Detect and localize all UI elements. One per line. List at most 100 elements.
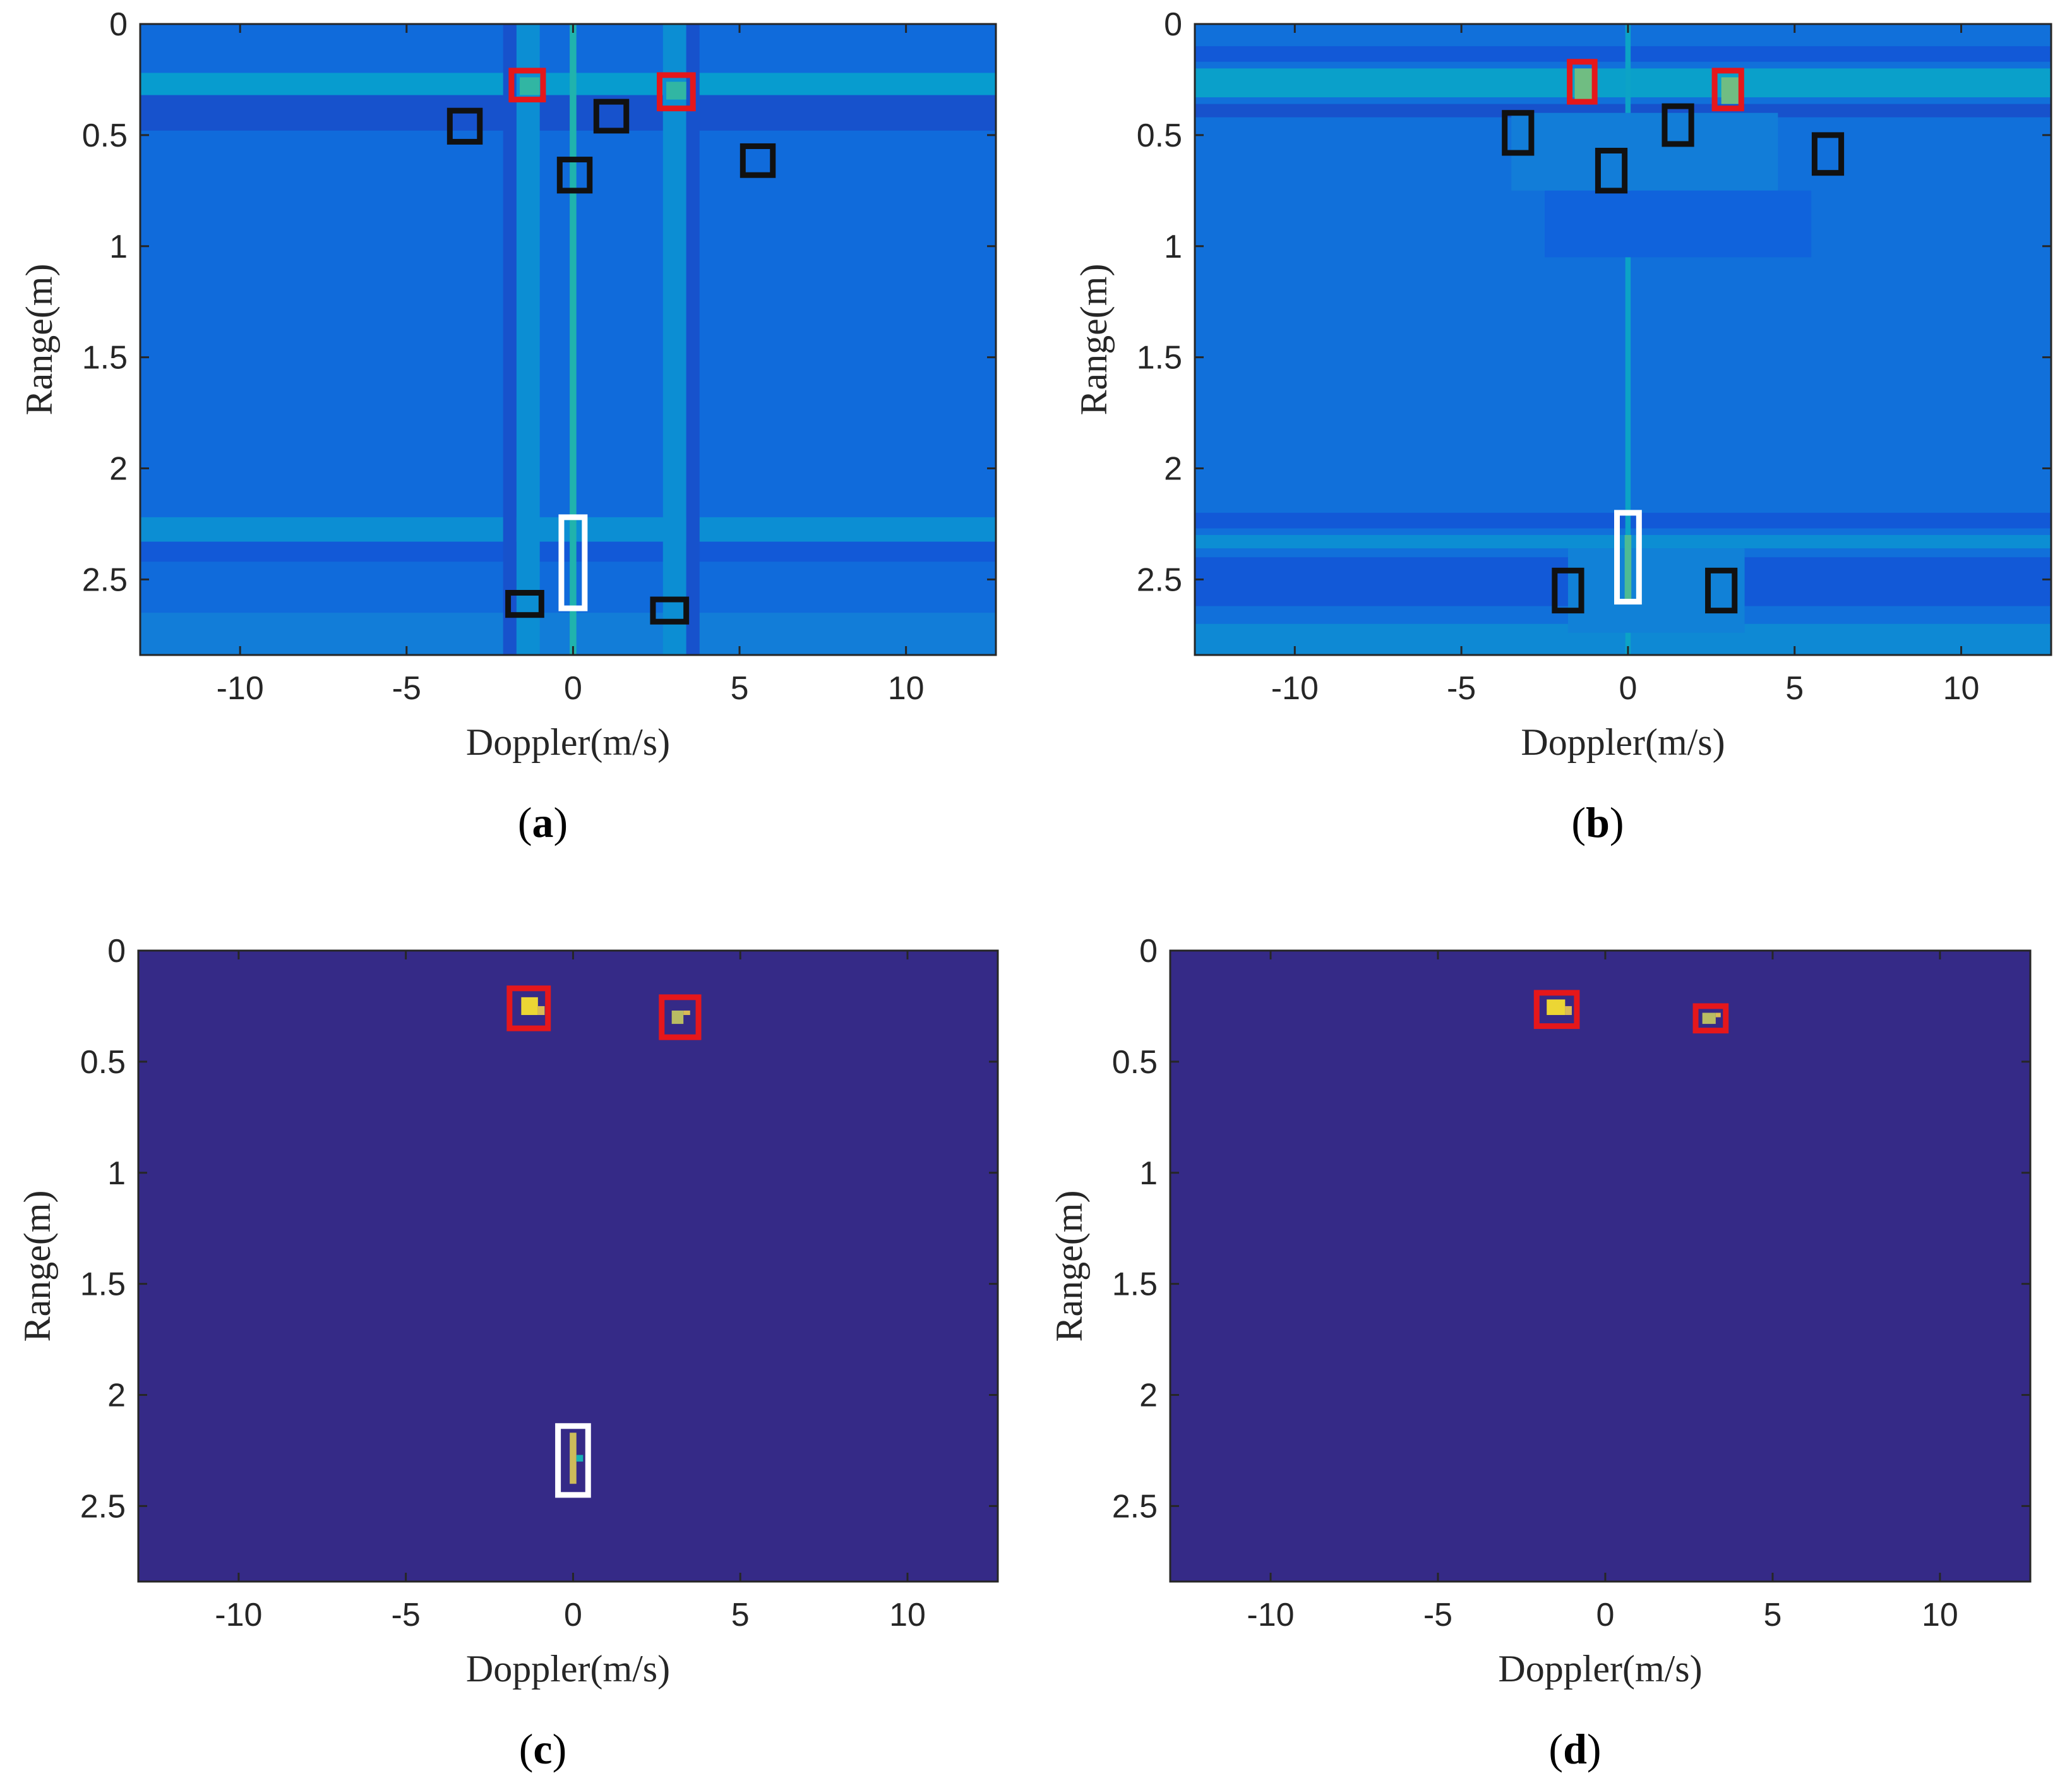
x-tick-label: 10 [1943, 670, 1980, 707]
detection-box [1662, 103, 1694, 147]
x-tick-label: 0 [564, 670, 582, 707]
detection-box [446, 107, 483, 145]
x-tick-label: -10 [217, 670, 264, 707]
y-axis-label: Range(m) [18, 264, 60, 416]
heatmap-spot [570, 1433, 577, 1484]
heatmap-spot [666, 81, 686, 100]
heatmap-spot [1511, 112, 1778, 191]
heatmap-col-band [516, 24, 540, 655]
y-axis-label: Range(m) [1048, 1191, 1090, 1342]
panel-label-letter: c [533, 1725, 552, 1773]
heatmap-row-band [1195, 68, 2051, 98]
detection-box [508, 68, 546, 103]
x-tick-label: -5 [392, 670, 421, 707]
panel-label-close: ) [1610, 798, 1624, 846]
detection-box [1595, 148, 1628, 194]
y-tick-label: 1.5 [1137, 340, 1182, 376]
x-tick-label: -10 [1271, 670, 1319, 707]
panel-label: (c) [519, 1725, 567, 1773]
panel-label-close: ) [554, 798, 568, 846]
heatmap-row-band [1195, 535, 2051, 549]
x-tick-label: 5 [1785, 670, 1804, 707]
detection-box [558, 514, 588, 611]
y-tick-label: 0 [107, 933, 126, 970]
x-axis-label: Doppler(m/s) [1521, 721, 1725, 763]
heatmap-row-band [140, 517, 996, 542]
heatmap-col-band [662, 24, 686, 655]
heatmap-row-band [1195, 46, 2051, 62]
heatmap-row-band [140, 73, 996, 95]
detection-box [1533, 990, 1580, 1030]
x-tick-label: 5 [731, 670, 749, 707]
heatmap-background [138, 951, 998, 1582]
heatmap-spot [1545, 190, 1812, 258]
y-tick-label: 2 [1139, 1378, 1158, 1414]
heatmap-col-band [1625, 24, 1631, 655]
y-tick-label: 1 [1164, 229, 1182, 265]
detection-box [506, 985, 551, 1031]
axes-frame [139, 23, 997, 656]
panel-label-open: ( [1571, 798, 1586, 846]
y-tick-label: 0.5 [1137, 117, 1182, 154]
detection-box [1705, 567, 1738, 614]
panel-label-open: ( [518, 798, 532, 846]
heatmap-spot [683, 1010, 690, 1016]
detection-box [1614, 510, 1642, 605]
heatmap-spot [1547, 999, 1566, 1016]
heatmap-spot [1565, 1006, 1572, 1016]
y-axis-label: Range(m) [1073, 264, 1115, 416]
y-tick-label: 0 [1139, 933, 1158, 970]
heatmap-area [140, 24, 996, 655]
panel-label-close: ) [553, 1725, 567, 1773]
heatmap-spot [537, 1006, 545, 1016]
y-tick-label: 0.5 [80, 1044, 126, 1081]
detection-box [656, 72, 696, 112]
detection-box [505, 590, 544, 618]
x-axis-label: Doppler(m/s) [466, 1648, 670, 1690]
y-tick-label: 2.5 [1137, 562, 1182, 598]
heatmap-spot [1721, 77, 1742, 104]
x-axis-label: Doppler(m/s) [1498, 1648, 1702, 1690]
y-tick-label: 1.5 [1112, 1266, 1158, 1303]
x-tick-label: -10 [1247, 1597, 1294, 1633]
y-tick-label: 2 [107, 1378, 126, 1414]
heatmap-row-band [1195, 104, 2051, 117]
axes-frame [137, 949, 999, 1583]
detection-box [555, 1423, 591, 1498]
heatmap-area [138, 951, 998, 1582]
detection-box [556, 157, 593, 194]
heatmap-area [1195, 24, 2051, 655]
x-tick-label: 5 [731, 1597, 750, 1633]
y-tick-label: 1 [107, 1155, 126, 1192]
y-tick-label: 2 [109, 451, 128, 488]
panel-label-letter: d [1563, 1725, 1587, 1773]
y-tick-label: 2 [1164, 451, 1182, 488]
x-tick-label: -5 [392, 1597, 421, 1633]
heatmap-col-band [503, 24, 517, 655]
y-tick-label: 0 [109, 6, 128, 43]
detection-box [740, 143, 776, 178]
y-tick-label: 2.5 [1112, 1488, 1158, 1525]
panel-b: -10 -5 0 5 10 0 0.5 1 1.5 2 2.5 Doppler(m/s) Range(m… [1073, 6, 2052, 846]
x-tick-label: 10 [1922, 1597, 1958, 1633]
panel-label: (b) [1571, 798, 1624, 846]
x-tick-label: -5 [1423, 1597, 1452, 1633]
x-tick-label: 0 [1619, 670, 1637, 707]
heatmap-spot [521, 997, 538, 1016]
panel-label: (a) [518, 798, 568, 846]
heatmap-spot [1702, 1012, 1716, 1024]
panel-label-letter: b [1586, 798, 1610, 846]
y-tick-label: 1.5 [80, 1266, 126, 1303]
panel-label-letter: a [532, 798, 554, 846]
heatmap-row-band [140, 95, 996, 131]
x-tick-label: 0 [564, 1597, 582, 1633]
panel-a: -10 -5 0 5 10 0 0.5 1 1.5 2 2.5 Doppler(m/s) Range(m… [18, 6, 997, 846]
y-tick-label: 1 [1139, 1155, 1158, 1192]
y-tick-label: 0.5 [82, 117, 128, 154]
detection-box [1711, 68, 1744, 112]
axes-frame [1194, 23, 2052, 656]
y-axis-label: Range(m) [16, 1191, 58, 1342]
y-tick-label: 1 [109, 229, 128, 265]
panel-label-close: ) [1587, 1725, 1602, 1773]
